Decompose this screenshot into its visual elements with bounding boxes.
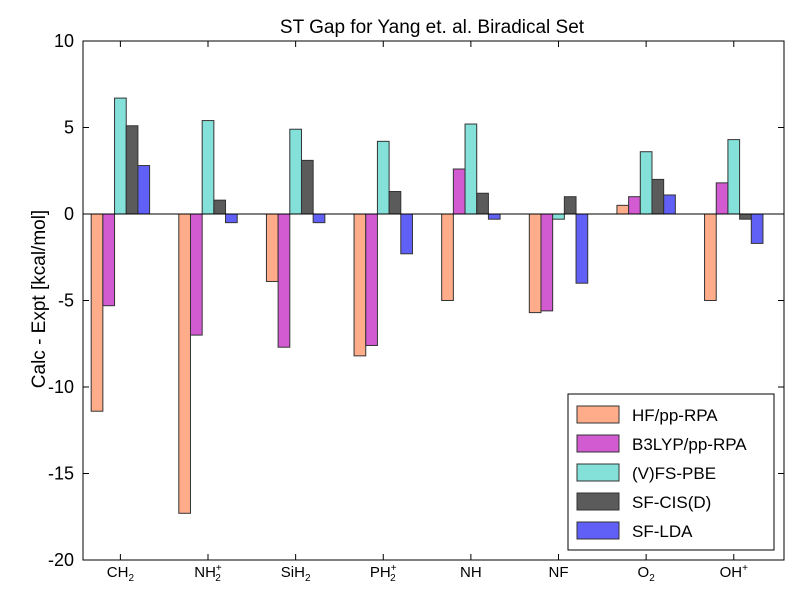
bar-sf-cis-d--6 <box>651 178 665 215</box>
bar-sf-cis-d--1 <box>213 199 227 215</box>
bar-b3lyp-pp-rpa-5 <box>540 213 554 312</box>
bar-sf-cis-d--3 <box>388 191 402 215</box>
bar-hf-pp-rpa-3 <box>353 213 367 357</box>
legend-label: (V)FS-PBE <box>632 464 716 483</box>
legend-swatch-sf-cis-d- <box>576 492 620 511</box>
chart-title: ST Gap for Yang et. al. Biradical Set <box>280 17 585 38</box>
bar-sf-cis-d--4 <box>476 192 489 215</box>
xtick-label-base: PH <box>370 564 391 581</box>
bar-sf-lda-1 <box>225 213 238 224</box>
bar--v-fs-pbe-3 <box>376 140 390 215</box>
bar-b3lyp-pp-rpa-3 <box>365 213 378 346</box>
xtick-label: PH+ 2 <box>370 563 397 584</box>
xtick-label-base: O <box>638 564 650 581</box>
ytick-label: 10 <box>54 31 74 51</box>
xtick-label-base: CH <box>107 564 129 581</box>
bar-sf-cis-d--2 <box>300 159 314 215</box>
bar--v-fs-pbe-7 <box>727 139 741 215</box>
bar-hf-pp-rpa-7 <box>704 213 717 301</box>
bar-b3lyp-pp-rpa-1 <box>189 213 203 336</box>
bar--v-fs-pbe-5 <box>552 213 565 220</box>
bar-sf-lda-5 <box>575 213 589 284</box>
y-axis-ticks: 10 5 0 -5 -10 -15 -20 <box>48 31 784 570</box>
bar-sf-lda-0 <box>137 165 151 215</box>
xtick-label-sub: 2 <box>305 573 311 584</box>
bar-hf-pp-rpa-4 <box>441 213 454 301</box>
ytick-label: -20 <box>48 550 74 570</box>
xtick-label: O2 <box>638 564 656 584</box>
bar-b3lyp-pp-rpa-2 <box>277 213 291 348</box>
xtick-label-sup: + <box>216 563 222 574</box>
y-axis-label: Calc - Expt [kcal/mol] <box>29 210 50 388</box>
bar--v-fs-pbe-2 <box>289 128 302 215</box>
xtick-label: NH <box>460 564 482 581</box>
legend-label: HF/pp-RPA <box>632 406 718 425</box>
bar--v-fs-pbe-1 <box>201 120 215 215</box>
ytick-label: 0 <box>64 204 74 224</box>
bar-sf-cis-d--0 <box>125 125 139 215</box>
xtick-label-sup: + <box>742 563 748 574</box>
legend-label: SF-LDA <box>632 522 693 541</box>
legend-label: SF-CIS(D) <box>632 493 711 512</box>
bar-sf-cis-d--5 <box>563 196 577 215</box>
xtick-label-base: NF <box>549 564 569 581</box>
bar--v-fs-pbe-6 <box>639 151 653 215</box>
legend-swatch-sf-lda <box>576 521 620 540</box>
xtick-label-base: OH <box>720 564 743 581</box>
legend-swatch-hf-pp-rpa <box>576 405 620 424</box>
bar-sf-lda-6 <box>663 194 676 215</box>
legend-swatch--v-fs-pbe <box>576 463 620 482</box>
bar-b3lyp-pp-rpa-4 <box>452 168 466 215</box>
ytick-label: -5 <box>58 291 74 311</box>
bar-b3lyp-pp-rpa-6 <box>628 196 641 215</box>
bar-sf-lda-2 <box>312 213 326 224</box>
xtick-label-sub: 2 <box>649 573 655 584</box>
xtick-label: NH+ 2 <box>194 563 222 584</box>
bar-sf-lda-3 <box>400 213 413 255</box>
bar-sf-cis-d--7 <box>739 213 752 220</box>
bar-sf-lda-7 <box>750 213 764 244</box>
x-axis-ticks: CH2 NH+ 2 SiH2 PH+ 2 NH NF O2 OH+ <box>107 41 748 584</box>
xtick-label-base: SiH <box>281 564 305 581</box>
bar-hf-pp-rpa-0 <box>90 213 104 412</box>
bar-hf-pp-rpa-5 <box>528 213 542 314</box>
xtick-label-sub: 2 <box>390 573 396 584</box>
bar-hf-pp-rpa-1 <box>178 213 191 514</box>
xtick-label: CH2 <box>107 564 135 584</box>
xtick-label: SiH2 <box>281 564 311 584</box>
legend-swatch-b3lyp-pp-rpa <box>576 434 620 453</box>
bar-b3lyp-pp-rpa-0 <box>102 213 116 307</box>
xtick-label-base: NH <box>194 564 216 581</box>
legend-label: B3LYP/pp-RPA <box>632 435 747 454</box>
bar-hf-pp-rpa-6 <box>616 204 630 215</box>
ytick-label: -10 <box>48 377 74 397</box>
xtick-label-base: NH <box>460 564 482 581</box>
bar--v-fs-pbe-4 <box>464 123 478 215</box>
plot-frame <box>82 40 785 561</box>
bar--v-fs-pbe-0 <box>114 97 127 215</box>
bar-sf-lda-4 <box>487 213 501 220</box>
legend: HF/pp-RPA B3LYP/pp-RPA (V)FS-PBE SF-CIS(D) S… <box>567 393 775 551</box>
xtick-label-sup: + <box>391 563 397 574</box>
bar-hf-pp-rpa-2 <box>265 213 279 282</box>
xtick-label-sub: 2 <box>215 573 221 584</box>
ytick-label: -15 <box>48 464 74 484</box>
bar-b3lyp-pp-rpa-7 <box>715 182 729 215</box>
xtick-label: NF <box>549 564 569 581</box>
xtick-label-sub: 2 <box>128 573 134 584</box>
xtick-label: OH+ <box>720 563 749 581</box>
ytick-label: 5 <box>64 118 74 138</box>
